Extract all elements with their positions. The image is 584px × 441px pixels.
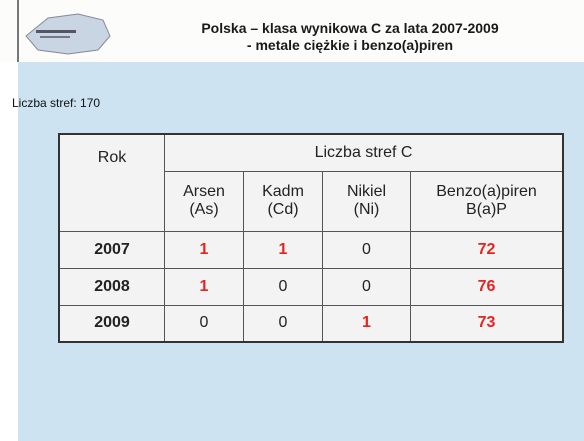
logo [25,13,111,55]
data-row: 2009 0 0 1 73 [58,304,564,343]
count-cell: 0 [322,230,411,269]
column-header: Benzo(a)piren B(a)P [410,170,564,232]
column-header-line: Benzo(a)piren [436,183,537,200]
column-header-line: Kadm [262,183,304,200]
group-header: Liczba stref C [164,133,564,172]
year-cell: 2008 [58,267,165,306]
column-header: Kadm (Cd) [243,170,323,232]
count-cell: 1 [243,230,323,269]
column-header-line: (Ni) [353,201,380,218]
title-line: - metale ciężkie i benzo(a)piren [246,37,454,53]
count-cell: 73 [410,304,564,343]
count-cell: 1 [164,230,244,269]
count-cell: 76 [410,267,564,306]
count-cell: 0 [322,267,411,306]
logo-shape [25,13,111,55]
logo-text [36,30,76,33]
year-cell: 2007 [58,230,165,269]
count-cell: 72 [410,230,564,269]
column-header: Arsen (As) [164,170,244,232]
column-header-line: (As) [189,201,219,218]
title-line: Polska – klasa wynikowa C za lata 2007-2… [201,20,499,36]
edge-line [17,0,19,62]
data-row: 2007 1 1 0 72 [58,230,564,269]
count-cell: 0 [243,267,323,306]
column-header-line: Arsen [183,183,225,200]
header-row: Rok Liczba stref C [58,133,564,232]
column-header-line: (Cd) [267,201,299,218]
zone-count: Liczba stref: 170 [12,96,101,110]
logo-text [40,36,70,38]
subheader-row: Arsen (As) Kadm (Cd) Nikiel (Ni) Benzo(a)piren… [59,170,564,232]
title: Polska – klasa wynikowa C za lata 2007-2… [140,20,560,54]
count-cell: 1 [164,267,244,306]
data-row: 2008 1 0 0 76 [58,267,564,306]
column-header: Nikiel (Ni) [322,170,411,232]
table: Rok Liczba stref C Arsen (As) Kadm (Cd) Niki… [58,133,564,343]
count-cell: 1 [322,304,411,343]
count-cell: 0 [243,304,323,343]
year-cell: 2009 [58,304,165,343]
row-header: Rok [58,133,165,232]
count-cell: 0 [164,304,244,343]
column-header-line: Nikiel [346,183,387,200]
column-header-line: B(a)P [466,201,507,218]
header: Polska – klasa wynikowa C za lata 2007-2… [0,0,584,62]
